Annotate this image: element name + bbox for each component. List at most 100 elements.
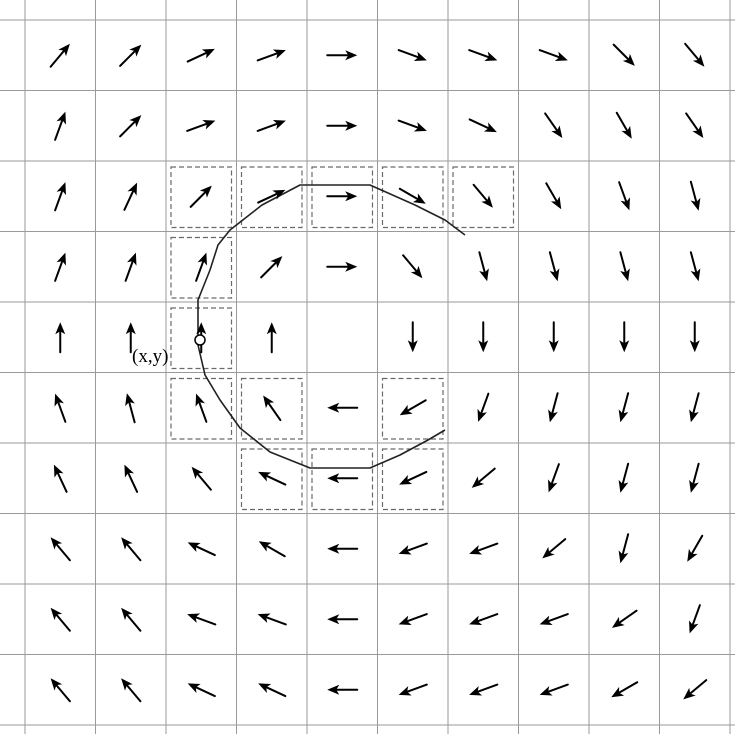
dashed-box	[381, 377, 444, 440]
dashed-box	[170, 377, 233, 440]
vector-arrow	[548, 392, 559, 423]
vector-arrow	[124, 252, 137, 282]
vector-arrow	[54, 111, 66, 141]
vector-arrow	[263, 395, 282, 422]
vector-arrow	[257, 613, 287, 626]
vector-arrow	[687, 534, 704, 562]
vector-arrow	[119, 115, 142, 138]
vector-arrow	[195, 393, 208, 423]
vector-arrow	[548, 321, 559, 353]
vector-arrow	[327, 543, 359, 554]
vector-arrow	[611, 681, 639, 698]
vector-arrow	[398, 683, 428, 696]
vector-arrow	[619, 251, 630, 282]
vector-arrow	[326, 261, 358, 272]
dashed-box	[381, 166, 444, 229]
vector-arrow	[256, 49, 286, 62]
vector-arrow	[689, 180, 701, 211]
vector-arrow	[398, 187, 426, 204]
vector-arrow	[257, 189, 286, 204]
dashed-box	[170, 236, 233, 299]
vector-arrow	[548, 251, 560, 282]
dashed-box	[240, 448, 303, 511]
vector-arrow	[472, 183, 493, 208]
vector-arrow	[398, 542, 428, 555]
vector-arrow	[402, 254, 423, 279]
vector-arrow	[618, 462, 630, 493]
vector-arrow	[260, 256, 283, 279]
vector-arrow	[195, 252, 207, 282]
vector-arrow	[689, 462, 700, 493]
vector-arrow	[50, 607, 71, 632]
arrow-group	[49, 42, 708, 703]
vector-arrow	[55, 322, 66, 354]
vector-arrow	[469, 683, 499, 696]
vector-arrow	[689, 251, 701, 282]
vector-arrow	[539, 613, 569, 625]
vector-arrow	[121, 678, 142, 703]
vector-arrow	[478, 321, 489, 353]
point-label: (x,y)	[132, 346, 168, 367]
vector-arrow	[186, 120, 216, 132]
dashed-box	[381, 448, 444, 511]
vector-arrow	[191, 466, 212, 491]
vector-arrow	[545, 182, 562, 210]
vector-arrow	[121, 607, 142, 632]
vector-arrow	[50, 537, 71, 562]
vector-arrow	[124, 464, 139, 493]
vector-arrow	[618, 392, 630, 423]
vector-arrow	[399, 470, 428, 485]
vector-arrow	[468, 118, 497, 133]
vector-arrow	[327, 402, 359, 413]
dashed-box	[311, 448, 374, 511]
vector-arrow	[327, 684, 359, 695]
vector-arrow	[397, 119, 427, 132]
vector-arrow	[258, 541, 286, 558]
vector-arrow	[619, 321, 630, 353]
contour-curve-lower	[197, 344, 446, 469]
vector-arrow	[326, 191, 358, 202]
vector-arrow	[469, 542, 499, 555]
vector-arrow	[397, 49, 427, 61]
vector-arrow	[542, 538, 567, 559]
vector-arrow	[683, 679, 708, 700]
vector-arrow	[326, 50, 358, 61]
vector-arrow	[125, 322, 136, 354]
vector-arrow	[189, 185, 212, 208]
vector-arrow	[187, 613, 217, 626]
vector-arrow	[685, 112, 704, 139]
vector-arrow	[327, 614, 359, 625]
point-marker	[194, 334, 206, 346]
vector-arrow	[689, 604, 701, 634]
vector-arrow	[327, 473, 359, 484]
vector-arrow	[477, 392, 490, 422]
vector-arrow	[187, 542, 216, 557]
vector-arrow	[538, 49, 568, 61]
vector-arrow	[469, 613, 499, 625]
vector-arrow	[49, 43, 70, 68]
vector-arrow	[471, 467, 496, 488]
vector-arrow	[611, 609, 638, 628]
vector-arrow	[121, 537, 142, 562]
vector-arrow	[539, 683, 569, 696]
vector-arrow	[123, 182, 138, 211]
dashed-box	[170, 166, 233, 229]
vector-arrow	[53, 464, 68, 493]
dashed-box	[170, 307, 233, 370]
vector-arrow	[478, 251, 489, 282]
vector-arrow	[399, 399, 427, 416]
vector-arrow	[612, 43, 635, 66]
vector-arrow	[125, 393, 136, 424]
vector-arrow	[544, 112, 563, 139]
vector-arrow	[266, 322, 277, 354]
dashed-box	[240, 377, 303, 440]
vector-arrow	[618, 181, 630, 211]
vector-arrow	[689, 392, 700, 423]
vector-arrow	[618, 533, 630, 564]
dashed-box	[311, 166, 374, 229]
vector-arrow	[54, 393, 67, 423]
dashed-box	[240, 166, 303, 229]
vector-arrow	[258, 683, 287, 698]
